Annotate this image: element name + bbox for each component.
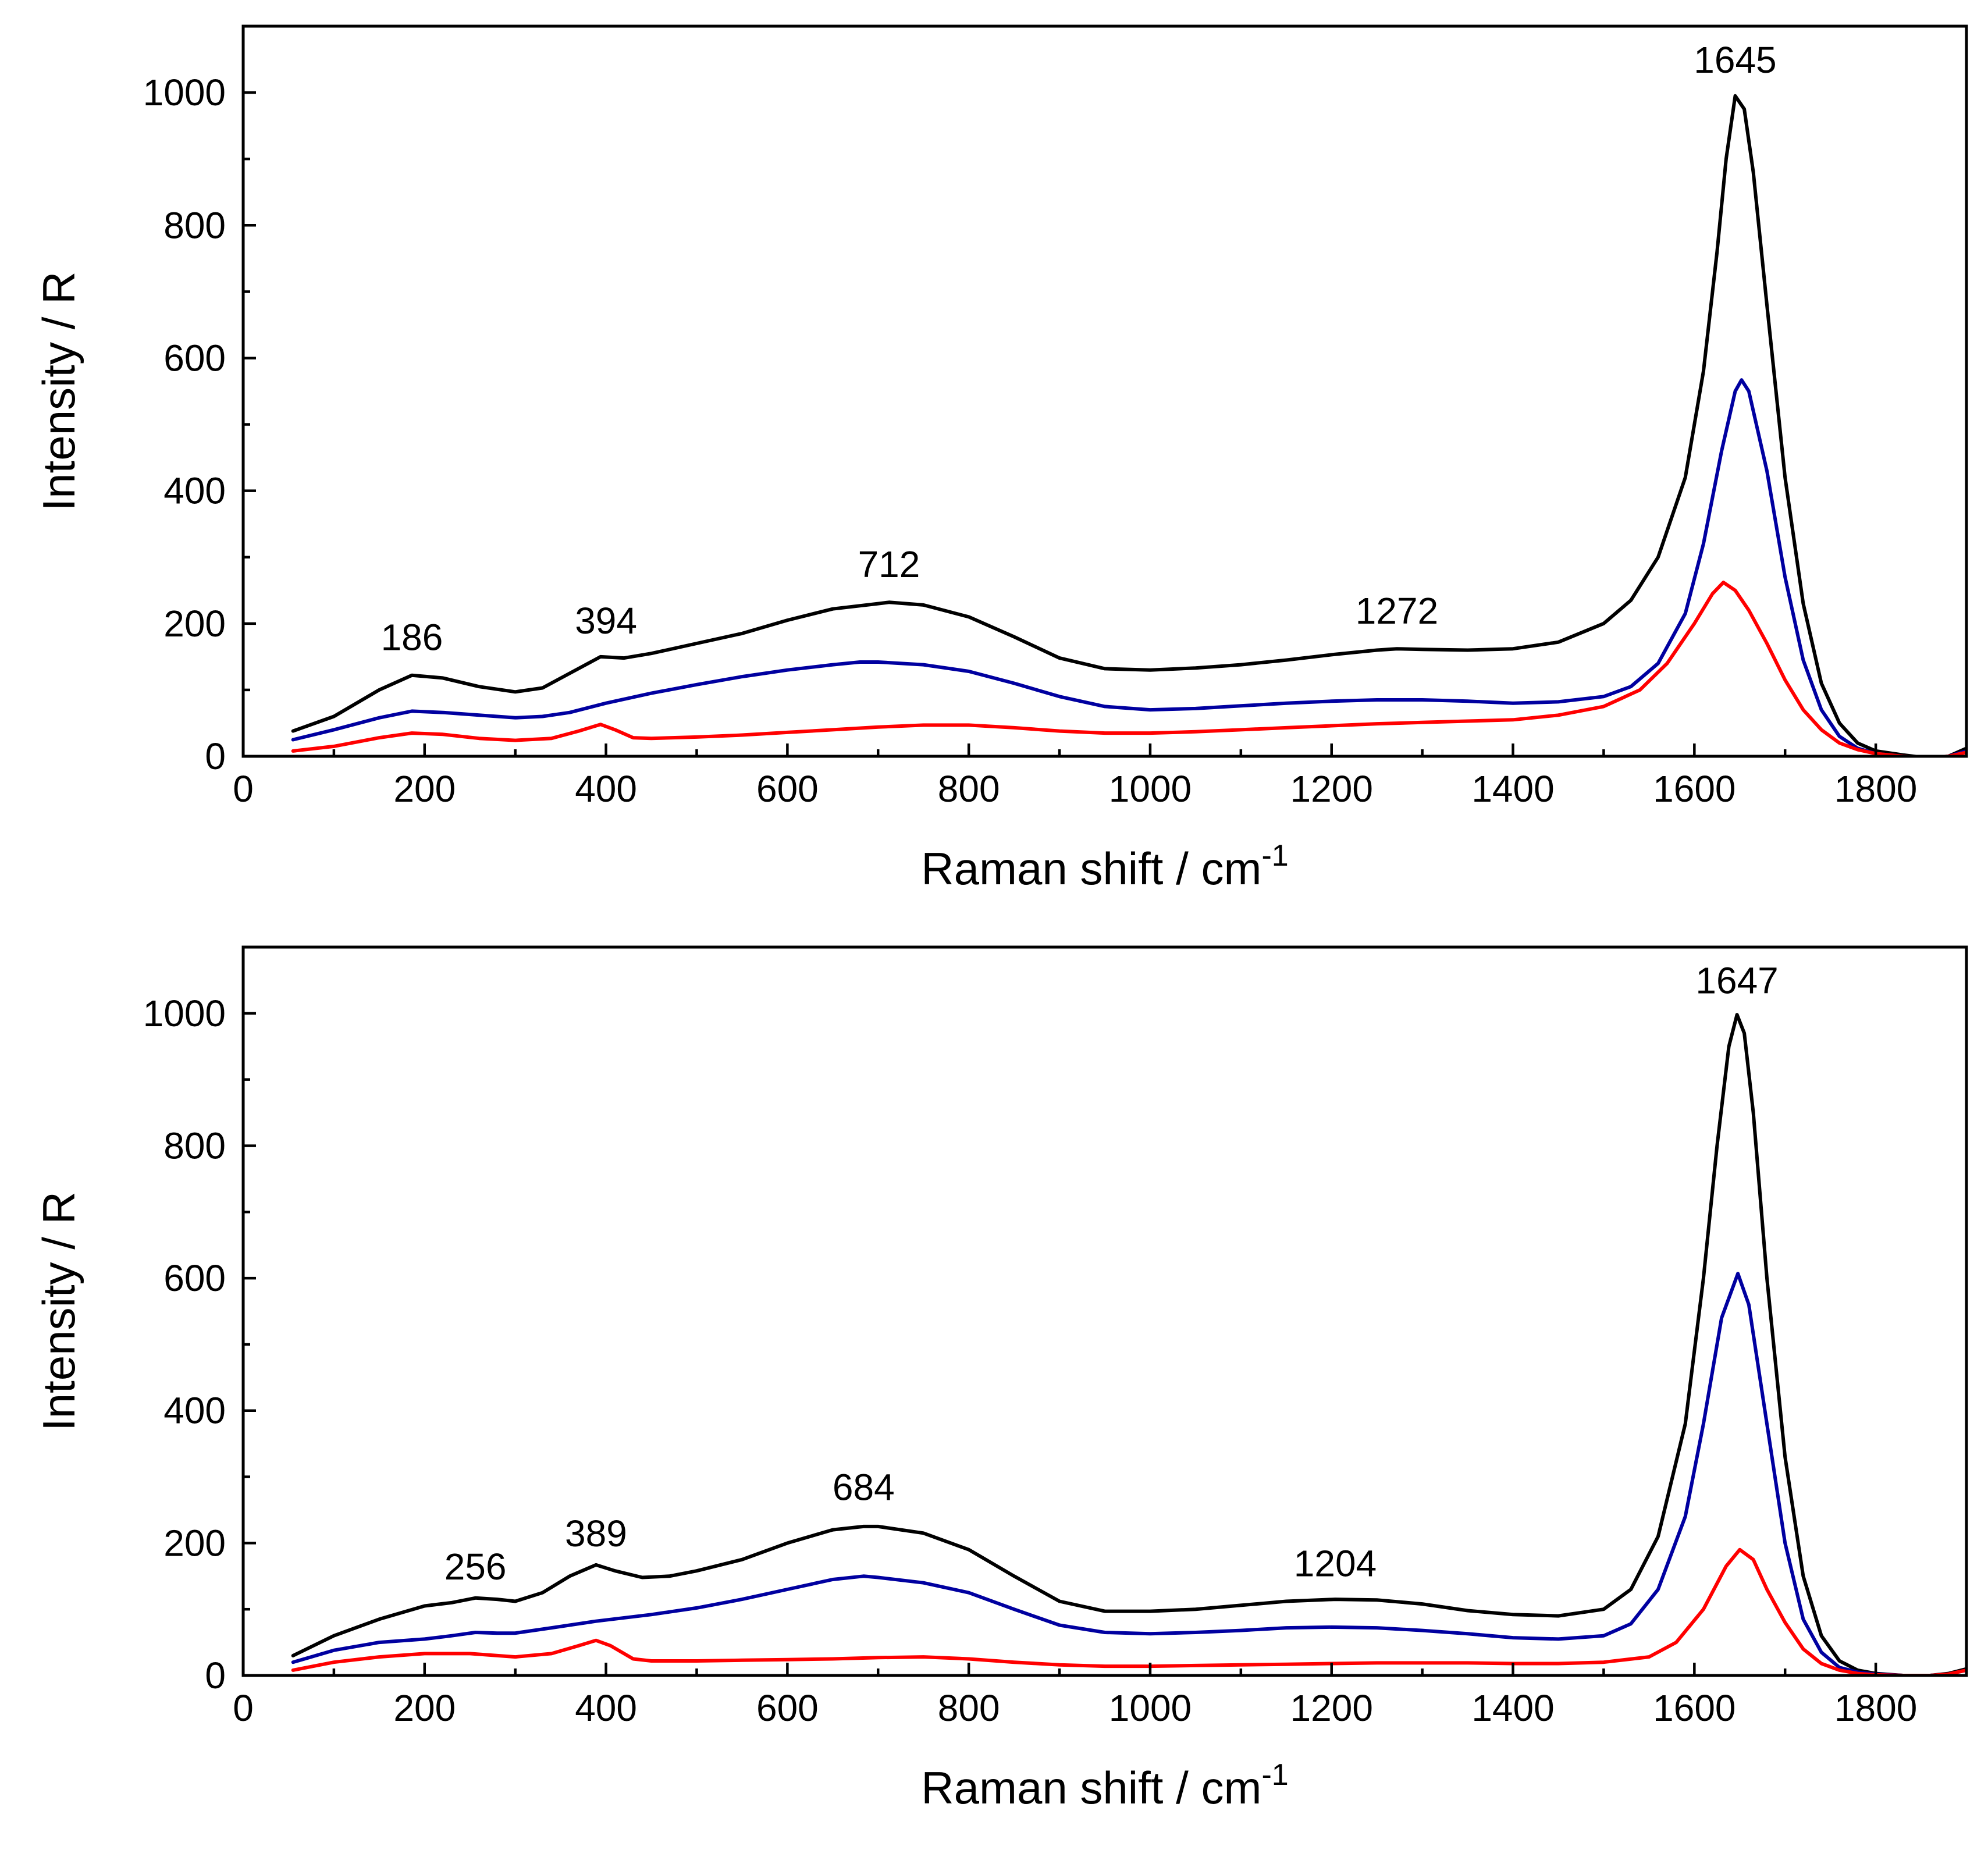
top-peak-label-394: 394 [575,600,637,642]
top-peak-label-1645: 1645 [1694,39,1776,81]
bottom-y-tick-label: 400 [163,1390,226,1432]
top-series-red-line [291,581,1966,756]
bottom-y-tick-label: 200 [163,1522,226,1564]
bottom-x-tick-label: 800 [938,1687,1000,1729]
bottom-y-tick-label: 0 [205,1655,226,1696]
bottom-x-tick-label: 1800 [1834,1687,1917,1729]
top-x-tick-label: 200 [393,768,456,810]
top-x-tick-label: 600 [756,768,819,810]
top-x-tick-label: 0 [233,768,254,810]
bottom-x-tick-label: 200 [393,1687,456,1729]
top-y-tick-label: 1000 [143,72,226,113]
top-peak-label-712: 712 [858,543,920,585]
bottom-peak-label-1647: 1647 [1695,960,1778,1002]
bottom-peak-label-389: 389 [565,1513,627,1554]
top-peak-label-1272: 1272 [1356,590,1438,632]
top-y-axis-title: Intensity / R [33,272,84,511]
bottom-peak-label-684: 684 [833,1466,895,1508]
top-x-tick-label: 400 [575,768,637,810]
top-spectrum-panel: 0 200 400 600 800 1000 1200 1400 1600 1800 0 200 400… [33,24,1968,894]
bottom-peak-label-256: 256 [444,1546,507,1588]
top-x-axis-title: Raman shift / cm-1 [921,839,1288,894]
top-x-tick-label: 1400 [1471,768,1554,810]
top-series-black-line [291,94,1966,756]
bottom-x-tick-label: 600 [756,1687,819,1729]
top-x-tick-label: 1600 [1653,768,1736,810]
bottom-x-axis-title-text: Raman shift / cm [921,1762,1261,1813]
bottom-x-tick-label: 400 [575,1687,637,1729]
top-x-tick-label: 1000 [1109,768,1192,810]
bottom-x-tick-label: 1600 [1653,1687,1736,1729]
bottom-peak-label-1204: 1204 [1294,1542,1377,1584]
bottom-spectrum-panel: 0 200 400 600 800 1000 1200 1400 1600 1800 0 200 400… [33,945,1968,1813]
top-y-tick-label: 600 [163,337,226,379]
bottom-y-tick-label: 600 [163,1257,226,1299]
top-y-tick-label: 800 [163,204,226,246]
bottom-x-axis-title-exponent: -1 [1261,1758,1288,1792]
bottom-series-blue-line [291,1272,1966,1675]
top-x-tick-label: 1200 [1290,768,1373,810]
bottom-x-tick-label: 1400 [1471,1687,1554,1729]
top-x-axis-title-text: Raman shift / cm [921,843,1261,894]
top-x-tick-label: 1800 [1834,768,1917,810]
top-x-tick-label: 800 [938,768,1000,810]
bottom-x-tick-label: 0 [233,1687,254,1729]
top-x-axis-title-exponent: -1 [1261,839,1288,873]
top-plot-frame [241,24,1968,758]
bottom-y-tick-label: 1000 [143,992,226,1034]
top-series-blue-line [291,378,1966,756]
bottom-x-tick-label: 1000 [1109,1687,1192,1729]
bottom-x-axis-title: Raman shift / cm-1 [921,1758,1288,1813]
bottom-y-tick-label: 800 [163,1125,226,1166]
bottom-x-tick-label: 1200 [1290,1687,1373,1729]
top-peak-label-186: 186 [381,616,443,658]
top-y-tick-label: 400 [163,470,226,512]
top-y-tick-label: 200 [163,603,226,645]
bottom-y-axis-title: Intensity / R [33,1191,84,1431]
top-y-tick-label: 0 [205,735,226,777]
bottom-series-red-line [291,1547,1966,1675]
bottom-series-black-line [291,1013,1966,1675]
bottom-plot-frame [241,945,1968,1677]
